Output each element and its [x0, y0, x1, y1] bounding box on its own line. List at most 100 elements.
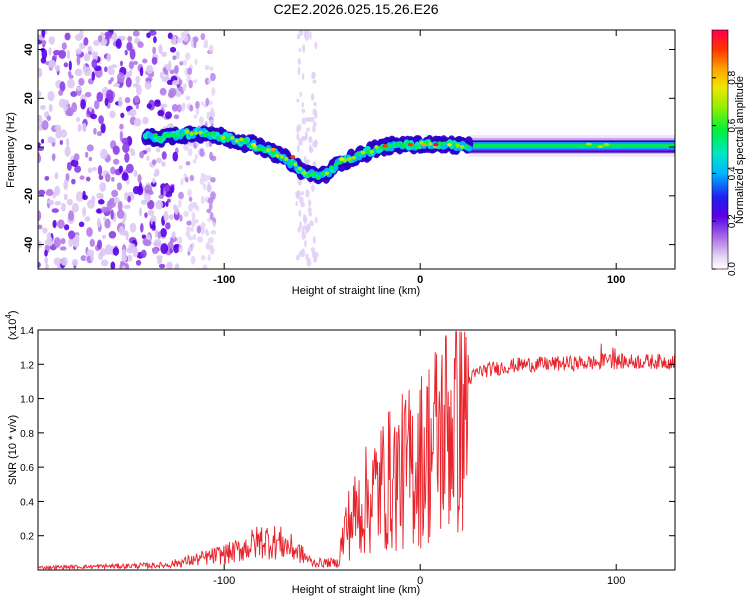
- noise-blob: [300, 191, 305, 196]
- noise-blob: [295, 254, 300, 261]
- ridge-blob: [459, 144, 465, 149]
- ridge-hotspot: [447, 142, 453, 147]
- noise-blob: [45, 263, 49, 269]
- ridge-blob: [441, 141, 447, 146]
- noise-blob: [66, 161, 72, 171]
- noise-blob: [187, 148, 193, 157]
- noise-blob: [87, 45, 93, 53]
- noise-blob: [195, 100, 200, 109]
- noise-blob: [124, 49, 128, 56]
- noise-blob: [297, 66, 301, 76]
- noise-blob: [190, 255, 196, 265]
- noise-blob: [58, 98, 67, 108]
- noise-blob: [200, 101, 205, 106]
- noise-blob: [63, 181, 69, 191]
- noise-blob: [104, 66, 108, 73]
- noise-blob: [104, 97, 109, 107]
- noise-blob: [168, 214, 174, 220]
- noise-blob: [306, 257, 312, 267]
- noise-blob: [173, 114, 180, 120]
- noise-blob: [296, 33, 301, 40]
- noise-blob: [187, 203, 194, 212]
- ridge-blob: [369, 149, 375, 154]
- ridge-blob: [356, 151, 361, 156]
- ridge-blob: [455, 143, 460, 148]
- noise-blob: [128, 243, 136, 252]
- noise-blob: [163, 210, 169, 222]
- noise-blob: [92, 50, 96, 61]
- noise-blob: [200, 33, 206, 41]
- noise-blob: [53, 257, 62, 266]
- noise-blob: [150, 181, 157, 187]
- noise-blob: [191, 218, 196, 228]
- chart-title: C2E2.2026.025.15.26.E26: [273, 1, 438, 17]
- noise-blob: [157, 256, 162, 262]
- ridge-blob: [171, 132, 176, 137]
- noise-blob: [82, 63, 87, 73]
- noise-blob: [170, 39, 177, 45]
- noise-blob: [314, 140, 318, 146]
- noise-blob: [38, 189, 46, 196]
- noise-blob: [296, 133, 300, 141]
- noise-blob: [79, 175, 85, 180]
- spectrogram-panel: -100 0 100 40 20 0 -20 -40 Height of straight l…: [5, 29, 676, 297]
- noise-blob: [110, 77, 114, 82]
- noise-blob: [41, 138, 45, 144]
- noise-blob: [298, 137, 303, 146]
- noise-blob: [66, 49, 71, 60]
- noise-blob: [200, 195, 205, 205]
- noise-blob: [314, 41, 318, 50]
- noise-blob: [207, 236, 214, 244]
- ridge-hotspot: [270, 147, 276, 152]
- ridge-blob: [225, 137, 230, 142]
- noise-blob: [210, 230, 217, 235]
- noise-blob: [76, 54, 81, 66]
- noise-blob: [117, 200, 123, 212]
- ridge-blob: [297, 166, 303, 171]
- noise-blob: [139, 66, 144, 77]
- noise-blob: [124, 191, 128, 201]
- noise-blob: [206, 208, 212, 214]
- noise-blob: [309, 220, 314, 227]
- noise-blob: [44, 249, 48, 257]
- ridge-blob: [202, 133, 208, 138]
- ridge-blob: [320, 171, 325, 176]
- noise-blob: [183, 143, 189, 151]
- noise-blob: [38, 153, 42, 164]
- colorbar-ticks: 0.0 0.2 0.4 0.6 0.8: [712, 70, 738, 276]
- ridge-blob: [284, 156, 289, 161]
- noise-blob: [169, 236, 174, 245]
- noise-blob: [44, 175, 50, 181]
- noise-blob: [85, 176, 91, 182]
- ridge-blob: [162, 133, 167, 138]
- ridge-blob: [437, 141, 442, 146]
- noise-blob: [85, 151, 89, 158]
- noise-blob: [211, 87, 216, 97]
- noise-blob: [188, 196, 193, 202]
- noise-blob: [171, 231, 176, 240]
- ridge-blob: [184, 129, 190, 134]
- noise-blob: [301, 108, 306, 114]
- noise-blob: [132, 30, 140, 37]
- noise-blob: [120, 35, 126, 41]
- ridge-blob: [378, 145, 384, 150]
- noise-blob: [41, 120, 49, 131]
- noise-blob: [88, 156, 93, 162]
- y-tick-label: 0.2: [20, 532, 34, 543]
- noise-blob: [118, 165, 124, 173]
- noise-blob: [118, 96, 123, 108]
- noise-blob: [106, 53, 112, 62]
- noise-blob: [308, 212, 313, 217]
- ridge-band-edge: [469, 151, 675, 153]
- colorbar-tick-label: 0.2: [727, 214, 738, 228]
- ridge-blob: [198, 130, 203, 135]
- noise-blob: [191, 211, 196, 220]
- noise-blob: [304, 32, 310, 42]
- noise-blob: [312, 108, 317, 116]
- noise-blob: [75, 191, 84, 202]
- noise-blob: [88, 106, 93, 112]
- noise-blob: [178, 191, 184, 200]
- spectrogram-ylabel: Frequency (Hz): [5, 112, 17, 188]
- noise-blob: [52, 153, 56, 162]
